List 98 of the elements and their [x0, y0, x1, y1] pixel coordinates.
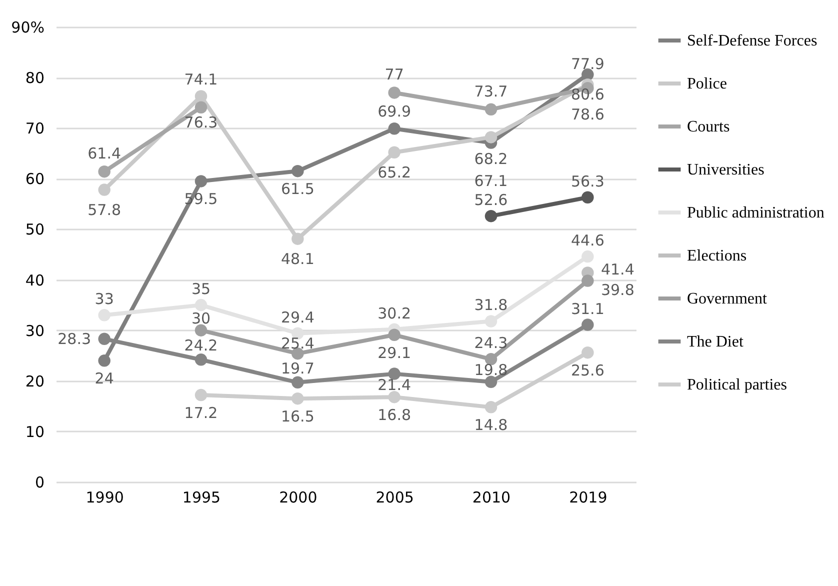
- x-tick-label: 1990: [86, 488, 124, 506]
- data-label: 78.6: [570, 106, 604, 124]
- y-tick-label: 70: [25, 120, 44, 138]
- data-label: 39.8: [600, 280, 634, 299]
- legend-label: The Diet: [687, 334, 744, 350]
- point: [484, 131, 498, 144]
- data-label: 14.8: [474, 416, 508, 434]
- point: [194, 175, 208, 188]
- data-label: 29.1: [378, 344, 412, 362]
- legend-label: Government: [687, 290, 768, 308]
- data-label: 19.7: [280, 359, 314, 378]
- point: [194, 298, 208, 312]
- data-label: 19.8: [474, 360, 508, 379]
- x-tick-label: 1995: [182, 488, 221, 506]
- y-tick-label: 90%: [11, 18, 44, 36]
- y-tick-label: 0: [34, 474, 44, 492]
- point: [98, 165, 110, 178]
- y-tick-label: 40: [25, 271, 44, 290]
- data-label: 25.4: [280, 334, 314, 353]
- point: [484, 315, 498, 328]
- legend-label: Police: [687, 76, 727, 92]
- x-tick-label: 2005: [376, 488, 414, 506]
- y-tick-label: 30: [25, 322, 44, 340]
- y-tick-label: 50: [25, 220, 44, 239]
- data-label: 31.1: [570, 300, 604, 318]
- point: [194, 354, 208, 366]
- legend-label: Elections: [687, 248, 747, 264]
- data-label: 41.4: [600, 260, 634, 279]
- point: [388, 390, 400, 404]
- point: [292, 392, 304, 405]
- data-label: 33: [94, 290, 114, 308]
- x-tick-label: 2019: [569, 488, 608, 506]
- point: [582, 346, 594, 359]
- point: [98, 184, 110, 196]
- point: [484, 401, 498, 414]
- data-label: 16.8: [378, 406, 412, 424]
- data-label: 30.2: [378, 304, 412, 322]
- data-label: 74.1: [184, 70, 218, 88]
- x-tick-label: 2010: [472, 488, 511, 506]
- y-tick-label: 10: [25, 422, 44, 441]
- x-tick-label: 2000: [279, 488, 318, 506]
- point: [484, 376, 498, 388]
- data-label: 77.9: [570, 55, 604, 74]
- legend-label: Universities: [687, 162, 764, 178]
- data-label: 77: [384, 66, 404, 84]
- point: [194, 388, 208, 402]
- data-label: 57.8: [88, 200, 122, 219]
- data-label: 80.6: [570, 86, 604, 104]
- data-label: 44.6: [570, 232, 604, 250]
- legend-label: Courts: [687, 118, 730, 136]
- data-label: 68.2: [474, 150, 508, 168]
- data-label: 48.1: [280, 250, 314, 268]
- data-label: 21.4: [378, 376, 412, 394]
- point: [582, 191, 594, 204]
- point: [388, 122, 400, 135]
- data-label: 52.6: [474, 191, 508, 210]
- legend-label: Public administration: [687, 204, 824, 222]
- point: [582, 274, 594, 287]
- legend-label: Self-Defense Forces: [687, 32, 818, 50]
- data-label: 61.4: [88, 144, 122, 163]
- data-label: 31.8: [474, 296, 508, 314]
- point: [582, 250, 594, 263]
- data-label: 69.9: [378, 102, 412, 121]
- legend-label: Political parties: [687, 376, 787, 394]
- data-label: 24.3: [474, 334, 508, 352]
- data-label: 73.7: [474, 82, 508, 100]
- point: [484, 210, 498, 222]
- data-label: 24.2: [184, 336, 218, 355]
- data-label: 56.3: [570, 172, 604, 190]
- data-label: 30: [191, 309, 211, 328]
- data-label: 24: [94, 370, 114, 388]
- point: [98, 309, 110, 322]
- data-label: 35: [191, 280, 211, 298]
- data-label: 25.6: [570, 362, 604, 380]
- point: [194, 90, 208, 102]
- y-tick-label: 20: [25, 372, 44, 390]
- data-label: 76.3: [184, 113, 218, 132]
- data-label: 17.2: [184, 404, 218, 422]
- data-label: 29.4: [280, 308, 314, 326]
- point: [194, 101, 208, 114]
- y-tick-label: 80: [25, 69, 44, 88]
- point: [292, 232, 304, 245]
- point: [388, 146, 400, 158]
- point: [292, 376, 304, 389]
- point: [582, 318, 594, 331]
- point: [388, 328, 400, 341]
- point: [98, 332, 110, 346]
- point: [194, 324, 208, 336]
- point: [484, 103, 498, 116]
- data-label: 65.2: [378, 163, 412, 182]
- point: [98, 354, 110, 367]
- point: [388, 86, 400, 99]
- data-label: 67.1: [474, 172, 508, 190]
- y-tick-label: 60: [25, 170, 44, 188]
- data-label: 28.3: [58, 330, 92, 348]
- data-label: 16.5: [280, 408, 314, 426]
- data-label: 61.5: [280, 180, 314, 198]
- point: [292, 164, 304, 178]
